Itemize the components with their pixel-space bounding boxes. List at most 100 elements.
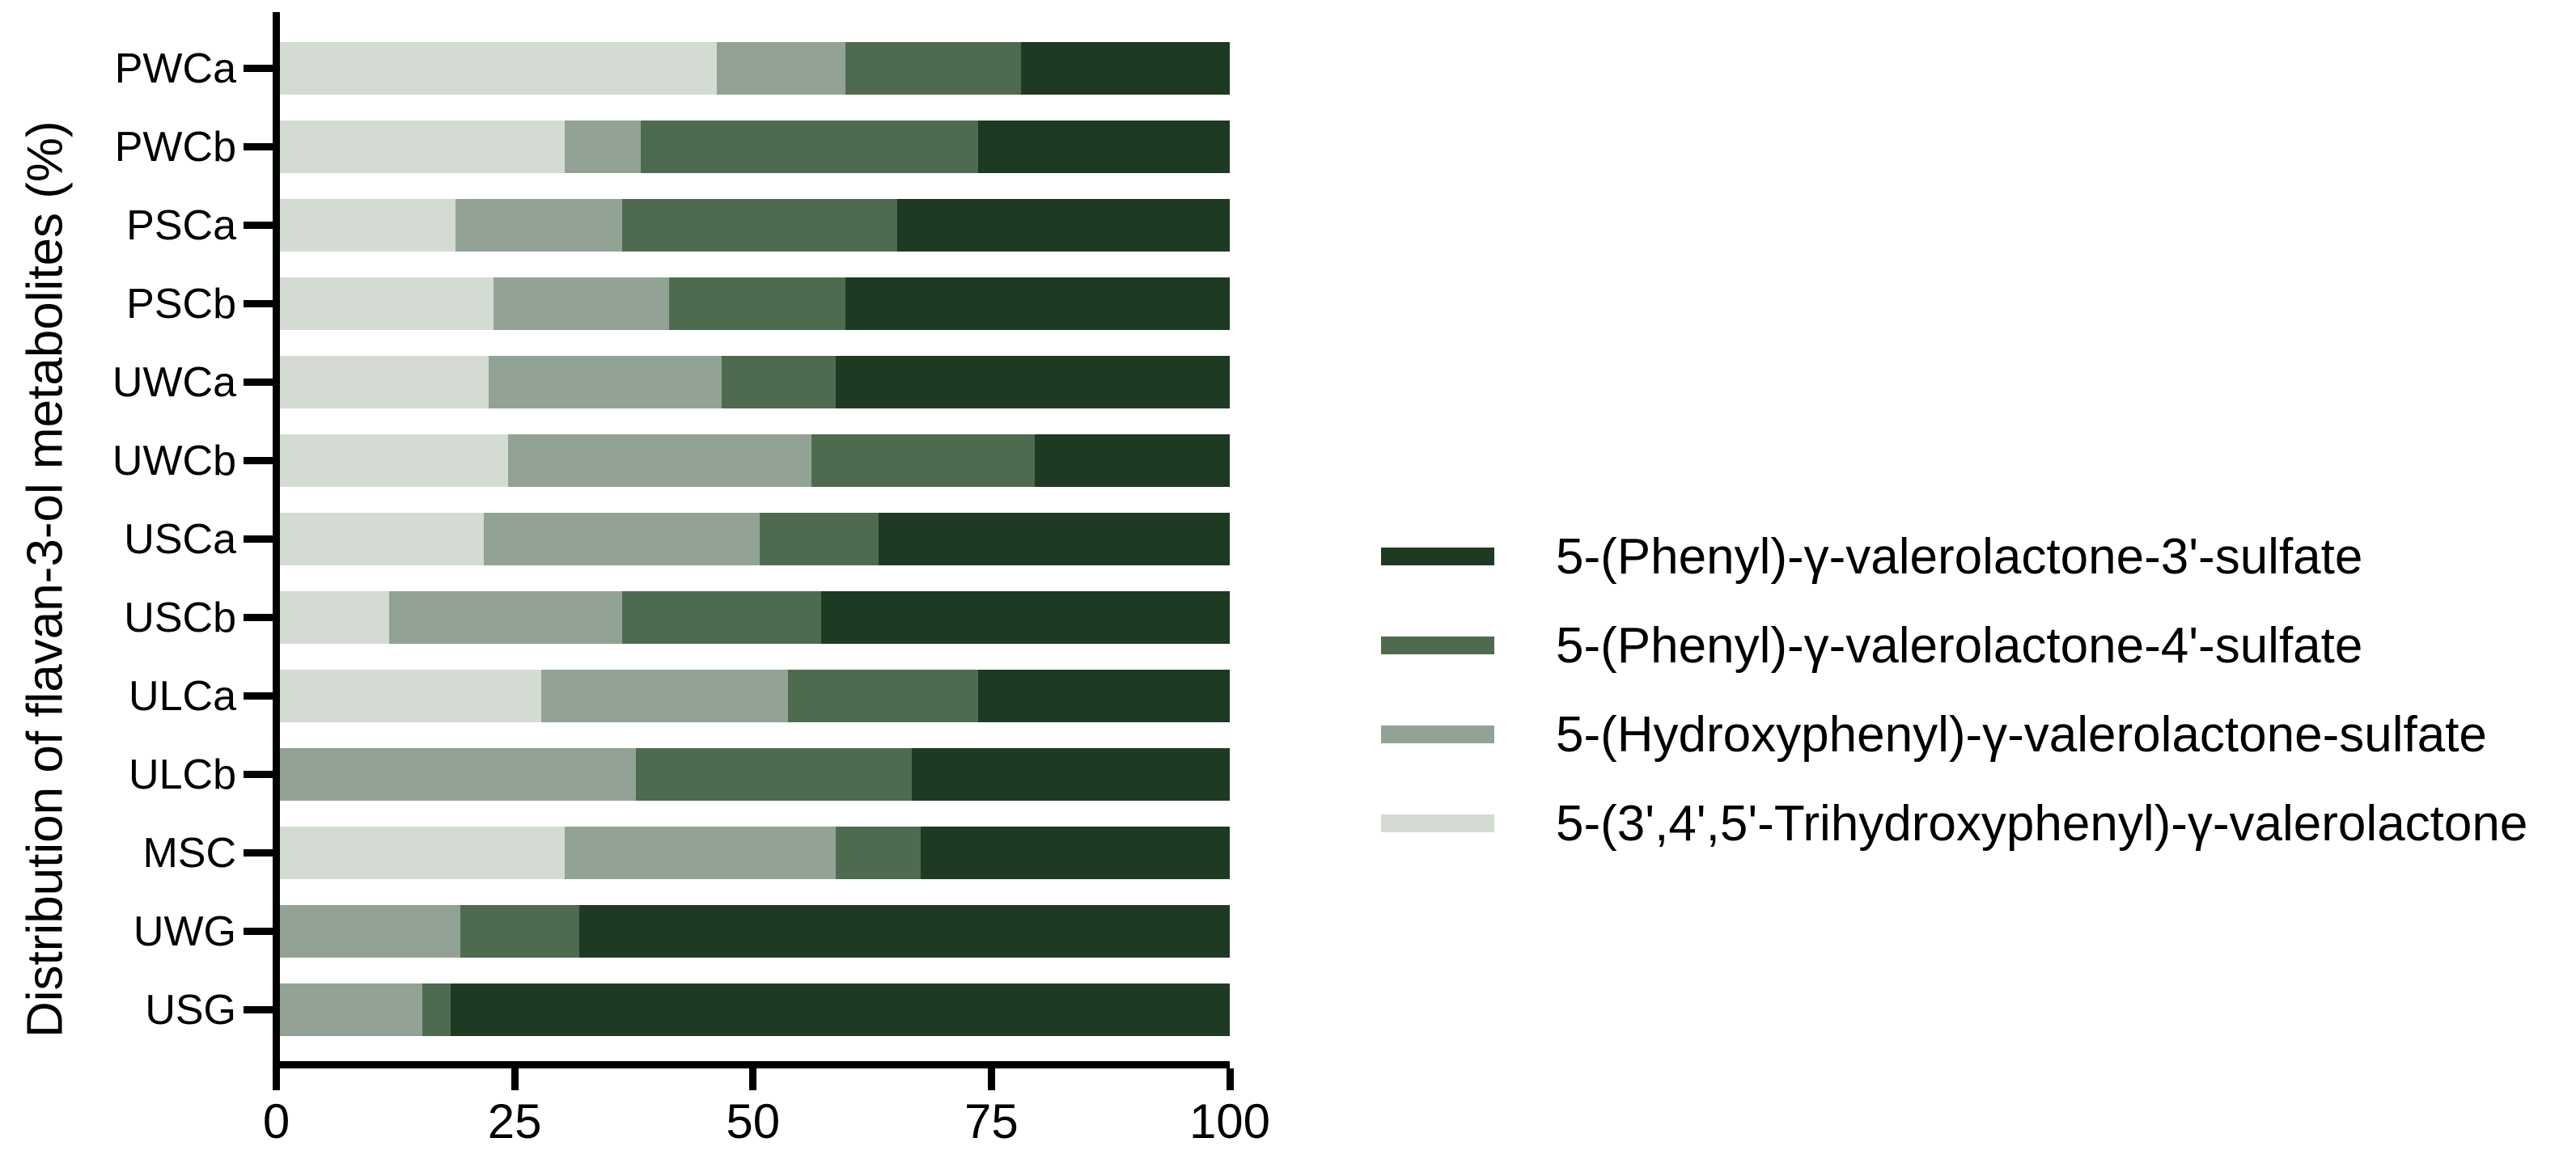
bar-segment [540,670,789,722]
bar-segment [621,591,822,644]
bar-segment [759,513,879,565]
y-tick [244,535,273,543]
bar-segment [977,121,1230,173]
bar-segment [507,434,812,487]
legend-label: 5-(Phenyl)-γ-valerolactone-4'-sulfate [1556,617,2363,674]
bar-segment [280,670,541,722]
bar-row-uwca [280,356,1230,408]
legend-swatch [1381,725,1494,743]
bar-segment [811,434,1036,487]
category-label: PSCb [126,280,236,328]
bar-segment [280,827,566,879]
bar-row-ulca [280,670,1230,722]
bar-row-pwca [280,42,1230,95]
bar-segment [641,121,978,173]
y-tick [244,65,273,72]
plot-area [273,12,1230,1068]
bar-row-uscb [280,591,1230,644]
bar-segment [280,513,485,565]
x-tick [749,1068,757,1090]
legend-item: 5-(Phenyl)-γ-valerolactone-3'-sulfate [1381,528,2527,585]
category-label: ULCa [129,672,236,720]
legend-label: 5-(Hydroxyphenyl)-γ-valerolactone-sulfat… [1556,706,2487,763]
x-tick-label: 100 [1188,1094,1271,1148]
bar-row-uwcb [280,434,1230,487]
bar-segment [565,827,836,879]
category-label: PWCa [114,44,236,92]
bar-segment [389,591,622,644]
bar-segment [636,748,912,801]
category-label: MSC [142,829,236,877]
legend: 5-(Phenyl)-γ-valerolactone-3'-sulfate 5-(… [1381,528,2527,852]
legend-label: 5-(Phenyl)-γ-valerolactone-3'-sulfate [1556,528,2363,585]
bar-segment [821,591,1230,644]
bar-segment [911,748,1230,801]
category-label: ULCb [129,751,236,798]
x-tick-label: 75 [964,1094,1019,1148]
bar-row-ulcb [280,748,1230,801]
bar-segment [280,983,423,1036]
bar-segment [422,983,451,1036]
bar-segment [721,356,836,408]
bar-segment [669,277,845,330]
bar-segment [460,905,579,958]
category-label: UWCa [112,358,236,406]
bar-segment [845,277,1230,330]
category-label: UWG [133,907,236,955]
bar-segment [835,827,922,879]
y-tick [244,379,273,386]
bar-row-msc [280,827,1230,879]
bar-segment [1020,42,1230,95]
bar-row-pwcb [280,121,1230,173]
bar-segment [717,42,845,95]
legend-item: 5-(Phenyl)-γ-valerolactone-4'-sulfate [1381,617,2527,674]
bar-row-pscb [280,277,1230,330]
bar-segment [788,670,978,722]
y-tick [244,222,273,229]
bar-segment [280,434,508,487]
bar-segment [280,42,718,95]
category-label: USG [145,986,236,1034]
bar-row-psca [280,199,1230,252]
bar-segment [565,121,642,173]
category-label: UWCb [112,437,236,484]
bar-segment [878,513,1230,565]
x-tick-label: 25 [487,1094,542,1148]
y-tick [244,457,273,464]
bar-segment [578,905,1230,958]
category-label: PWCb [114,123,236,171]
bar-segment [484,513,760,565]
bar-segment [280,199,456,252]
legend-swatch [1381,637,1494,654]
legend-swatch [1381,814,1494,832]
bar-segment [280,591,389,644]
x-tick [1226,1068,1234,1090]
x-tick-label: 0 [262,1094,290,1148]
bar-row-uwg [280,905,1230,958]
x-tick [987,1068,995,1090]
legend-swatch [1381,548,1494,565]
bar-segment [977,670,1230,722]
bar-segment [921,827,1230,879]
bar-row-usca [280,513,1230,565]
bar-row-usg [280,983,1230,1036]
y-tick [244,614,273,621]
x-tick-label: 50 [726,1094,781,1148]
bar-segment [280,748,637,801]
category-label: PSCa [126,201,236,249]
legend-label: 5-(3',4',5'-Trihydroxyphenyl)-γ-valerola… [1556,795,2528,852]
y-tick [244,143,273,150]
y-tick [244,692,273,700]
bar-segment [280,905,461,958]
bar-segment [489,356,722,408]
y-tick [244,771,273,778]
bar-segment [280,121,566,173]
legend-item: 5-(3',4',5'-Trihydroxyphenyl)-γ-valerola… [1381,795,2527,852]
y-tick [244,928,273,935]
bar-segment [897,199,1230,252]
bar-segment [280,277,494,330]
bar-segment [494,277,670,330]
bar-segment [280,356,489,408]
category-label: USCa [124,515,236,563]
